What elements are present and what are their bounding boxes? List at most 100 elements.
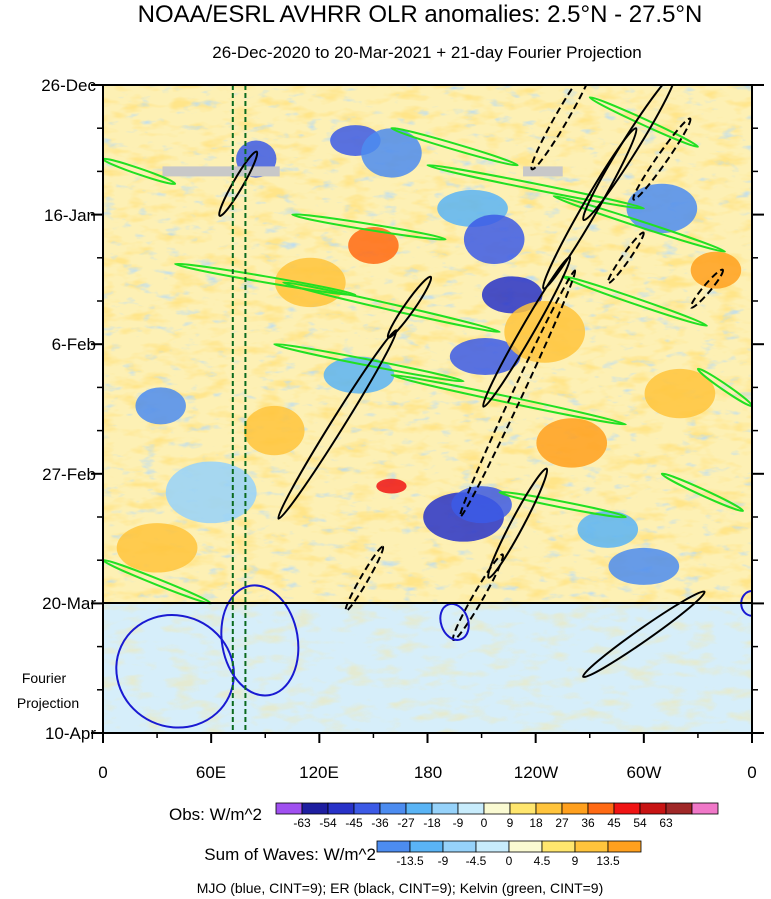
x-tick-label: 60W: [627, 763, 662, 782]
waves-colorbar-swatch: [475, 840, 510, 853]
anomaly-region: [608, 547, 680, 585]
obs-colorbar-swatch: [691, 802, 719, 815]
obs-colorbar-swatch: [509, 802, 537, 815]
er-contour: [277, 329, 398, 520]
anomaly-region: [451, 486, 512, 524]
kelvin-contour: [174, 262, 357, 297]
y-tick-label: 6-Feb: [52, 335, 96, 354]
obs-colorbar-tick-label: 54: [633, 816, 647, 830]
y-tick-label: 20-Mar: [42, 594, 96, 613]
obs-colorbar-swatch: [301, 802, 329, 815]
obs-colorbar-tick-label: -9: [453, 816, 464, 830]
obs-colorbar-tick-label: -18: [423, 816, 441, 830]
x-tick-label: 120W: [514, 763, 558, 782]
chart-title: NOAA/ESRL AVHRR OLR anomalies: 2.5°N - 2…: [138, 1, 703, 28]
waves-colorbar-swatch: [607, 840, 642, 853]
plot-area: [103, 85, 752, 733]
obs-colorbar-swatch: [483, 802, 511, 815]
obs-colorbar-swatch: [561, 802, 589, 815]
reference-lines: [231, 85, 247, 733]
er-contour: [606, 231, 645, 285]
missing-data-bar: [523, 166, 563, 177]
mjo-contour: [439, 602, 470, 641]
obs-colorbar-tick-label: 27: [555, 816, 569, 830]
waves-colorbar-swatch: [409, 840, 444, 853]
waves-colorbar-swatch: [541, 840, 576, 853]
anomaly-region: [376, 478, 407, 494]
y-tick-label: 27-Feb: [42, 465, 96, 484]
er-contour: [218, 150, 259, 217]
obs-colorbar-swatch: [353, 802, 381, 815]
waves-colorbar-swatch: [508, 840, 543, 853]
kelvin-contour: [291, 213, 447, 241]
kelvin-contour: [660, 472, 745, 513]
obs-colorbar-swatch: [327, 802, 355, 815]
obs-colorbar: -63 -54 -45 -36 -27 -18 -9 0 9 18 27 36 45 54 63: [275, 802, 719, 830]
obs-colorbar-swatch: [405, 802, 433, 815]
anomaly-region: [690, 251, 742, 289]
projection-field-texture: [103, 603, 752, 733]
mjo-contour: [115, 614, 235, 729]
anomaly-region: [644, 368, 716, 419]
obs-colorbar-label: Obs: W/m^2: [169, 805, 262, 824]
anomaly-region: [165, 461, 257, 524]
obs-colorbar-tick-label: 0: [481, 816, 488, 830]
obs-colorbar-swatch: [587, 802, 615, 815]
obs-colorbar-tick-label: -27: [397, 816, 415, 830]
anomaly-region: [361, 128, 422, 178]
anomaly-region: [536, 418, 608, 468]
kelvin-contour: [282, 281, 501, 334]
er-contour: [344, 545, 385, 612]
obs-colorbar-swatch: [535, 802, 563, 815]
anomaly-region: [323, 356, 395, 394]
anomaly-region: [116, 523, 198, 573]
y-tick-label: 10-Apr: [45, 724, 96, 743]
y-tick-label: 16-Jan: [44, 206, 96, 225]
convective-anomalies: [116, 125, 742, 585]
obs-colorbar-swatch: [457, 802, 485, 815]
x-tick-label: 180: [414, 763, 442, 782]
obs-colorbar-tick-label: -54: [319, 816, 337, 830]
er-contour: [482, 255, 572, 408]
missing-data-bar: [162, 166, 280, 177]
anomaly-region: [243, 405, 305, 456]
anomaly-region: [626, 183, 698, 234]
kelvin-contour: [390, 373, 627, 426]
waves-colorbar-tick-label: 4.5: [534, 854, 551, 868]
anomaly-region: [504, 301, 586, 363]
mjo-contour: [220, 584, 300, 697]
obs-colorbar-tick-label: 36: [581, 816, 595, 830]
waves-colorbar-tick-label: -4.5: [466, 854, 487, 868]
wave-contours: [103, 85, 752, 729]
x-tick-label: 0: [98, 763, 107, 782]
contour-footnote: MJO (blue, CINT=9); ER (black, CINT=9); …: [197, 880, 604, 896]
obs-colorbar-tick-label: 63: [659, 816, 673, 830]
waves-colorbar-label: Sum of Waves: W/m^2: [204, 845, 376, 864]
waves-colorbar-tick-label: -9: [438, 854, 449, 868]
axis-ticks: [91, 84, 764, 743]
x-tick-label: 0: [747, 763, 756, 782]
y-tick-label: 26-Dec: [41, 76, 96, 95]
obs-colorbar-tick-label: 45: [607, 816, 621, 830]
anomaly-region: [348, 226, 399, 264]
waves-colorbar-tick-label: 9: [572, 854, 579, 868]
obs-colorbar-swatch: [379, 802, 407, 815]
x-tick-label: 120E: [299, 763, 339, 782]
kelvin-contour: [498, 490, 627, 519]
waves-colorbar-swatch: [376, 840, 411, 853]
obs-colorbar-tick-label: 18: [529, 816, 543, 830]
projection-label-line2: Projection: [17, 695, 79, 711]
obs-colorbar-swatch: [613, 802, 641, 815]
er-contour: [689, 268, 725, 309]
kelvin-contour: [426, 164, 645, 210]
er-contour: [459, 269, 577, 518]
er-contour: [487, 467, 549, 579]
anomaly-region: [449, 338, 521, 376]
waves-colorbar-swatch: [574, 840, 609, 853]
er-contour: [530, 85, 596, 171]
obs-colorbar-swatch: [639, 802, 667, 815]
obs-colorbar-tick-label: -45: [345, 816, 363, 830]
waves-colorbar: -13.5 -9 -4.5 0 4.5 9 13.5: [376, 840, 642, 868]
obs-colorbar-tick-label: 9: [507, 816, 514, 830]
waves-colorbar-tick-label: 13.5: [596, 854, 620, 868]
